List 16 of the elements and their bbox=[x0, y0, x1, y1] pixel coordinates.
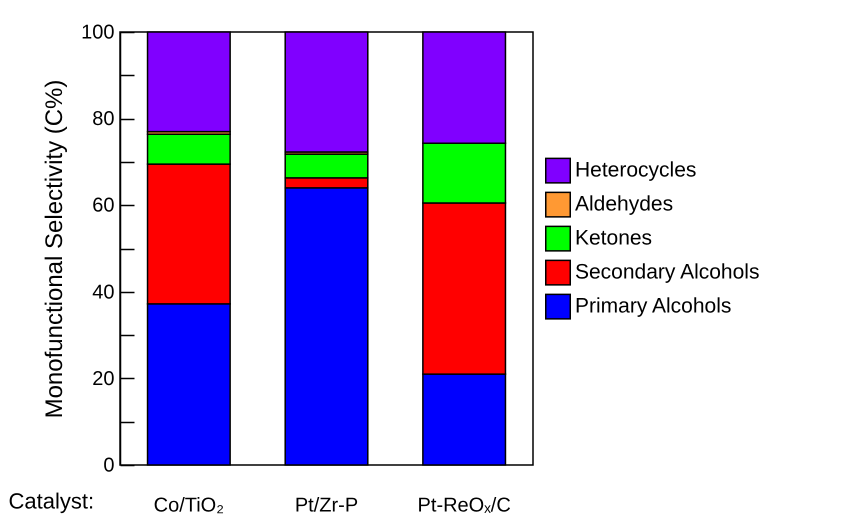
y-tick-label: 100 bbox=[81, 22, 114, 44]
x-axis-title: Catalyst: bbox=[8, 488, 94, 514]
legend-label: Heterocycles bbox=[575, 158, 696, 182]
x-tick-label: Pt-ReOₓ/C bbox=[418, 494, 511, 516]
legend-label: Ketones bbox=[575, 226, 652, 250]
legend-label: Aldehydes bbox=[575, 192, 674, 216]
y-tick-label: 80 bbox=[92, 108, 114, 130]
y-axis-title: Monofunctional Selectivity (C%) bbox=[41, 80, 68, 418]
x-tick-label: Co/TiO₂ bbox=[154, 494, 224, 516]
y-tick-label: 0 bbox=[103, 454, 114, 476]
y-tick-label: 40 bbox=[92, 281, 114, 304]
x-tick-label: Pt/Zr-P bbox=[294, 494, 358, 516]
legend-label: Primary Alcohols bbox=[575, 294, 732, 318]
legend-label: Secondary Alcohols bbox=[575, 260, 760, 284]
y-tick-label: 20 bbox=[92, 368, 114, 390]
y-tick-label: 60 bbox=[92, 194, 114, 217]
